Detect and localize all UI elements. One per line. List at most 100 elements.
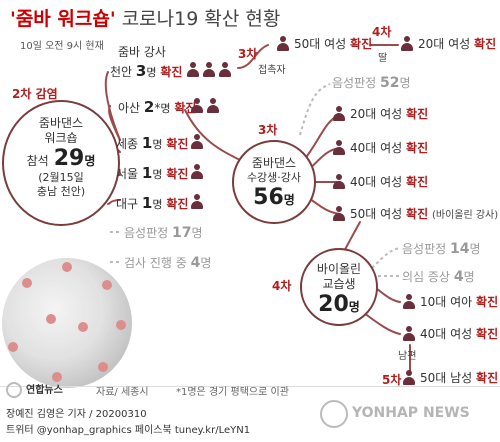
dateline: 10일 오전 9시 현재 bbox=[20, 41, 104, 52]
student-negative-count: 52 bbox=[380, 75, 400, 91]
student-line2: 수강생·강사 bbox=[246, 171, 302, 184]
logo-text: 연합뉴스 bbox=[26, 385, 63, 396]
branch-asan: 아산 2*명 확진 bbox=[118, 100, 196, 115]
contact-first-desc: 50대 여성 bbox=[294, 37, 347, 51]
violin-negative-label: 음성판정 bbox=[402, 242, 447, 256]
husband-status: 확진 bbox=[476, 371, 499, 385]
source-negative-count: 17 bbox=[172, 225, 192, 241]
contact-relation: 딸 bbox=[378, 53, 388, 64]
branch-place: 대구 bbox=[116, 197, 139, 211]
stage-label-third-top: 3차 bbox=[238, 47, 258, 61]
student-case-note: (바이올린 강사) bbox=[431, 210, 499, 221]
source-negative-label: 음성판정 bbox=[124, 226, 169, 240]
contact-first: 50대 여성 확진 bbox=[294, 38, 372, 50]
instructor-place: 천안 bbox=[110, 65, 133, 79]
student-case-desc: 40대 여성 bbox=[350, 141, 403, 155]
husband-desc: 50대 남성 bbox=[420, 371, 473, 385]
violin-suspected: 의심 증상 4명 bbox=[402, 270, 475, 284]
violin-suspected-count: 4 bbox=[453, 269, 464, 285]
student-negative: 음성판정 52명 bbox=[332, 76, 411, 90]
person-icon bbox=[206, 98, 220, 114]
stage-label-fourth-top: 4차 bbox=[372, 25, 392, 39]
source-testing-count: 4 bbox=[190, 255, 201, 271]
instructor-count: 3 bbox=[135, 62, 147, 80]
student-unit: 명 bbox=[283, 192, 295, 207]
branch-unit: 명 bbox=[152, 138, 163, 151]
person-icon bbox=[218, 62, 232, 78]
person-icon bbox=[190, 194, 204, 210]
contact-second: 20대 여성 확진 bbox=[418, 38, 496, 50]
violin-count: 20 bbox=[318, 292, 349, 317]
person-icon bbox=[186, 62, 200, 78]
person-icon bbox=[332, 106, 346, 122]
title-rest: 코로나19 확산 현황 bbox=[115, 8, 281, 30]
branch-place: 서울 bbox=[116, 167, 139, 181]
instructor-status: 확진 bbox=[160, 65, 183, 79]
branch-sejong: 세종 1명 확진 bbox=[116, 136, 188, 151]
branch-mark: * bbox=[154, 101, 161, 115]
stage-label-fourth-mid: 4차 bbox=[272, 279, 292, 293]
person-icon bbox=[190, 98, 204, 114]
stage-label-fifth: 5차 bbox=[382, 373, 402, 387]
instructor-unit: 명 bbox=[146, 66, 157, 79]
watermark: YONHAP NEWS bbox=[352, 405, 470, 421]
violin-unit: 명 bbox=[348, 300, 360, 314]
branch-count: 1 bbox=[141, 194, 153, 212]
husband-case: 50대 남성 확진 bbox=[420, 372, 498, 384]
violin-negative-count: 14 bbox=[450, 241, 470, 257]
footer-divider bbox=[0, 386, 500, 387]
source-testing: 검사 진행 중 4명 bbox=[124, 256, 211, 270]
student-negative-unit: 명 bbox=[399, 76, 411, 90]
workshop-line3: 참석 bbox=[26, 154, 49, 168]
stage-label-third-mid: 3차 bbox=[258, 123, 278, 137]
contact-label: 접촉자 bbox=[258, 65, 286, 76]
student-case: 40대 여성 확진 bbox=[350, 142, 428, 154]
violin-case-desc: 40대 여성 bbox=[420, 327, 473, 341]
person-icon bbox=[332, 140, 346, 156]
student-case-status: 확진 bbox=[406, 141, 429, 155]
person-icon bbox=[402, 326, 416, 342]
student-case-desc: 50대 여성 bbox=[350, 207, 403, 221]
violin-negative-unit: 명 bbox=[469, 242, 481, 256]
branch-status: 확진 bbox=[174, 101, 197, 115]
contact-second-status: 확진 bbox=[474, 37, 497, 51]
violin-negative: 음성판정 14명 bbox=[402, 242, 481, 256]
person-icon bbox=[190, 134, 204, 150]
violin-line2: 교습생 bbox=[322, 277, 356, 291]
branch-count: 1 bbox=[141, 164, 153, 182]
instructor-cheonan: 천안 3명 확진 bbox=[110, 64, 182, 79]
contact-first-status: 확진 bbox=[350, 37, 373, 51]
violin-case-status: 확진 bbox=[476, 295, 499, 309]
workshop-line2: 워크숍 bbox=[44, 131, 78, 145]
page-title: '줌바 워크숍' 코로나19 확산 현황 bbox=[10, 10, 280, 29]
student-case-desc: 40대 여성 bbox=[350, 175, 403, 189]
stage-label-second: 2차 감염 bbox=[12, 87, 58, 101]
violin-suspected-label: 의심 증상 bbox=[402, 270, 450, 284]
instructor-header: 줌바 강사 bbox=[118, 45, 166, 59]
branch-status: 확진 bbox=[166, 167, 189, 181]
student-line1: 줌바댄스 bbox=[251, 156, 297, 170]
violin-case-status: 확진 bbox=[476, 327, 499, 341]
source-testing-label: 검사 진행 중 bbox=[124, 256, 187, 270]
branch-daegu: 대구 1명 확진 bbox=[116, 196, 188, 211]
violin-case-desc: 10대 여아 bbox=[420, 295, 473, 309]
person-icon bbox=[202, 62, 216, 78]
footer-footnote: *1명은 경기 평택으로 이관 bbox=[176, 387, 289, 398]
branch-status: 확진 bbox=[166, 197, 189, 211]
branch-status: 확진 bbox=[166, 137, 189, 151]
person-icon bbox=[276, 36, 290, 52]
student-case-violin-teacher: 50대 여성 확진 (바이올린 강사) bbox=[350, 208, 498, 221]
student-hub: 줌바댄스 수강생·강사 56명 bbox=[232, 140, 316, 224]
violin-line1: 바이올린 bbox=[316, 262, 362, 276]
person-icon bbox=[400, 36, 414, 52]
violin-suspected-unit: 명 bbox=[463, 270, 475, 284]
person-icon bbox=[332, 206, 346, 222]
student-count: 56 bbox=[253, 184, 284, 210]
virus-illustration bbox=[2, 258, 132, 388]
student-case-status: 확진 bbox=[406, 175, 429, 189]
student-case-status: 확진 bbox=[406, 107, 429, 121]
workshop-date: (2월15일 bbox=[38, 171, 84, 184]
husband-relation: 남편 bbox=[398, 351, 417, 362]
footer-source: 자료/ 세종시 bbox=[96, 387, 149, 398]
